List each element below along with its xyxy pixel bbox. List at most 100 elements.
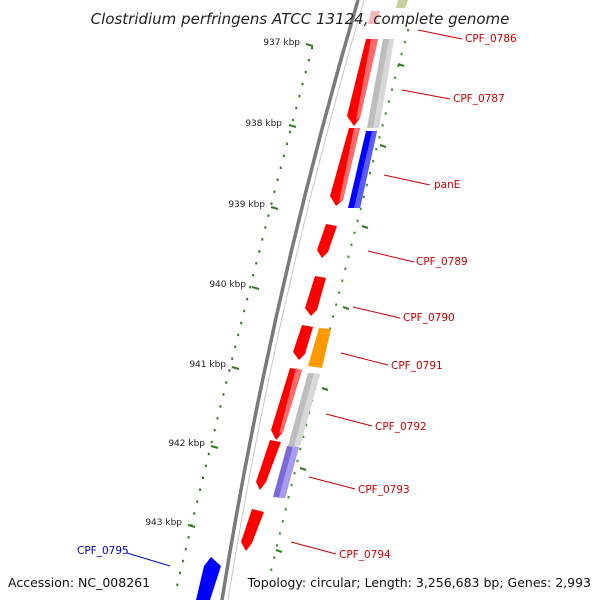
gene-shade xyxy=(279,446,299,498)
ruler-dot xyxy=(237,333,240,337)
ruler-dot xyxy=(302,435,305,439)
ruler-dot xyxy=(285,142,288,146)
gene-cpf-0794[interactable] xyxy=(241,509,264,551)
ruler-dot xyxy=(196,500,199,503)
ruler-dot xyxy=(387,100,390,103)
ruler-dot xyxy=(216,417,219,420)
gene-label-cpf-0786[interactable]: CPF_0786 xyxy=(465,33,517,45)
ruler-dot xyxy=(403,40,406,44)
outer-tick xyxy=(397,63,405,67)
leader-cpf-0789 xyxy=(367,250,415,263)
ruler-dot xyxy=(290,483,293,487)
gene-label-cpf-0792[interactable]: CPF_0792 xyxy=(375,421,427,433)
ruler-dot xyxy=(362,195,365,199)
ruler-dot xyxy=(338,291,341,294)
gene-cpf-0791[interactable] xyxy=(308,328,331,368)
ruler-dot xyxy=(365,183,368,187)
outer-tick xyxy=(379,144,387,148)
ruler-dot xyxy=(193,512,196,515)
leader-cpf-0790 xyxy=(352,306,401,319)
ruler-dot xyxy=(335,303,338,306)
ruler-dot xyxy=(394,76,397,79)
ruler-dot xyxy=(181,559,184,563)
ruler-dot xyxy=(219,405,222,408)
ruler-dot xyxy=(202,476,204,479)
ruler-dot xyxy=(391,88,393,91)
gene-label-pane[interactable]: panE xyxy=(434,179,460,191)
ruler-dot xyxy=(372,160,375,163)
ruler-dot xyxy=(243,309,246,313)
ruler-dot xyxy=(378,136,381,139)
topology-text: Topology: circular; Length: 3,256,683 bp… xyxy=(247,575,591,590)
ruler-dot xyxy=(176,583,179,586)
map-title: Clostridium perfringens ATCC 13124, comp… xyxy=(91,10,510,28)
ruler-dot xyxy=(281,520,284,523)
ruler-dot xyxy=(305,423,308,427)
ruler-dot xyxy=(301,82,304,86)
ruler-dot xyxy=(228,369,231,372)
ruler-dot xyxy=(292,118,295,122)
gene-label-cpf-0795[interactable]: CPF_0795 xyxy=(77,545,129,557)
ruler-dot xyxy=(298,94,301,98)
gene-shade xyxy=(294,373,320,446)
leader-cpf-0786 xyxy=(417,29,463,40)
gene-partial-olive[interactable] xyxy=(396,0,408,8)
ruler-dot xyxy=(210,440,213,444)
kbp-tick xyxy=(187,524,196,528)
gene-shade xyxy=(354,131,377,208)
gene-shade xyxy=(373,39,394,128)
ruler-dot xyxy=(255,262,258,265)
kbp-tick xyxy=(210,445,219,449)
ruler-dot xyxy=(278,532,281,535)
gene-partial-pink[interactable] xyxy=(368,11,380,24)
ruler-dot xyxy=(187,536,190,539)
gene-cpf-0789[interactable] xyxy=(317,224,337,258)
ruler-dot xyxy=(246,297,249,301)
ruler-dot xyxy=(329,327,332,330)
genome-backbone-inner xyxy=(227,0,365,600)
ruler-dot xyxy=(270,568,273,571)
genome-backbone xyxy=(220,0,360,600)
ruler-dot xyxy=(353,231,356,235)
kbp-label: 942 kbp xyxy=(168,439,205,449)
gene-label-cpf-0789[interactable]: CPF_0789 xyxy=(416,256,468,268)
ruler-dot xyxy=(199,488,202,491)
ruler-dot xyxy=(295,106,298,110)
gene-red-0791[interactable] xyxy=(293,325,313,360)
gene-label-cpf-0787[interactable]: CPF_0787 xyxy=(453,93,505,105)
kbp-tick xyxy=(231,366,240,370)
ruler-dot xyxy=(273,556,276,559)
gene-cpf-0795[interactable] xyxy=(196,557,221,600)
ruler-dot xyxy=(400,52,403,56)
outer-tick xyxy=(342,306,350,310)
gene-label-cpf-0793[interactable]: CPF_0793 xyxy=(358,484,410,496)
ruler-dot xyxy=(369,171,371,175)
ruler-dot xyxy=(344,267,347,270)
gene-shade xyxy=(279,368,302,434)
ruler-dot xyxy=(350,243,353,246)
outer-tick xyxy=(299,467,307,471)
ruler-dot xyxy=(304,70,307,74)
gene-label-cpf-0791[interactable]: CPF_0791 xyxy=(391,360,443,372)
ruler-dot xyxy=(384,112,387,115)
gene-cpf-0790[interactable] xyxy=(305,276,326,316)
ruler-dot xyxy=(407,29,409,32)
ruler-dot xyxy=(375,148,378,151)
ruler-dot xyxy=(276,544,278,547)
gene-label-cpf-0790[interactable]: CPF_0790 xyxy=(403,312,455,324)
ruler-dot xyxy=(222,393,225,396)
ruler-dot xyxy=(356,219,359,223)
ruler-dot xyxy=(184,547,187,551)
kbp-tick xyxy=(305,43,314,47)
ruler-dot xyxy=(267,214,270,217)
leader-cpf-0787 xyxy=(401,89,451,100)
kbp-label: 937 kbp xyxy=(263,38,300,48)
gene-red-0793[interactable] xyxy=(256,440,281,490)
ruler-dot xyxy=(270,202,273,205)
leader-cpf-0794 xyxy=(290,541,337,555)
leader-cpf-0795 xyxy=(126,552,171,567)
gene-label-cpf-0794[interactable]: CPF_0794 xyxy=(339,549,391,561)
leader-cpf-0791 xyxy=(340,352,389,366)
label-leaders xyxy=(126,29,463,567)
